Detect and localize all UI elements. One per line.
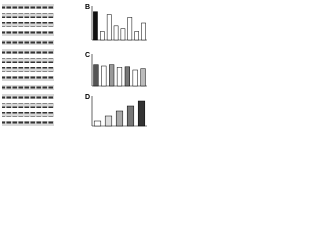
blot-row <box>2 121 54 126</box>
blot-row <box>2 40 54 45</box>
bar <box>116 67 123 87</box>
bar <box>126 105 135 127</box>
bar <box>120 28 126 41</box>
bar <box>106 14 112 41</box>
blot-row <box>2 76 54 81</box>
bar <box>93 64 99 87</box>
blot-row <box>2 67 54 72</box>
bar <box>124 66 130 87</box>
bar <box>109 64 115 87</box>
bar <box>101 65 107 87</box>
bar <box>141 22 146 41</box>
bar <box>93 120 102 127</box>
bar <box>134 31 139 41</box>
blot-row <box>2 4 54 9</box>
bar <box>127 17 133 41</box>
blot-row <box>2 94 54 99</box>
western-blots <box>2 4 54 126</box>
panel-label: B <box>85 4 90 11</box>
bar <box>132 69 138 87</box>
bar <box>113 25 119 41</box>
bar <box>140 68 146 87</box>
blot-row <box>2 103 54 108</box>
figure: B C D <box>2 4 147 127</box>
panel-label: D <box>85 94 90 101</box>
blot-row <box>2 31 54 36</box>
blot-row <box>2 112 54 117</box>
blot-row <box>2 13 54 18</box>
bar <box>104 115 113 127</box>
blot-row <box>2 22 54 27</box>
bar <box>115 110 124 127</box>
bar <box>137 100 146 127</box>
bar <box>93 11 98 41</box>
blot-row <box>2 49 54 54</box>
panel-label: C <box>85 52 90 59</box>
blot-row <box>2 58 54 63</box>
bar <box>100 31 105 41</box>
blot-row <box>2 85 54 90</box>
